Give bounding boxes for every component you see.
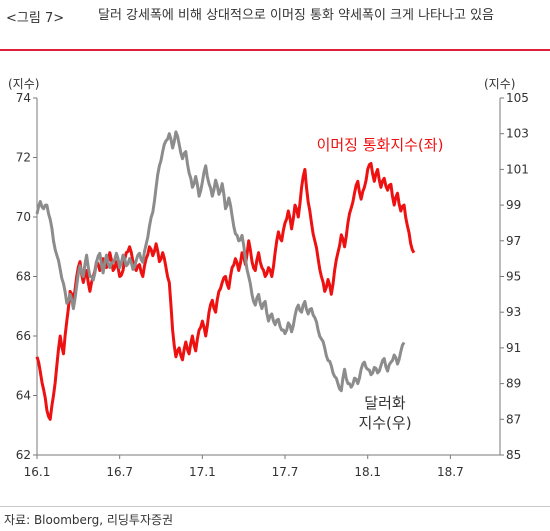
right-tick-label: 101 (506, 162, 529, 176)
x-tick-label: 16.1 (24, 465, 51, 479)
left-tick-label: 66 (16, 329, 31, 343)
emerging-series-label: 이머징 통화지수(좌) (317, 136, 444, 154)
right-tick-label: 91 (506, 341, 521, 355)
right-tick-label: 87 (506, 412, 521, 426)
dual-axis-line-chart: (지수) (지수)74727068666462105103101999795939… (8, 77, 529, 479)
left-tick-label: 64 (16, 389, 31, 403)
right-tick-label: 103 (506, 127, 529, 141)
dollar-series-label: 지수(우) (358, 414, 411, 432)
left-tick-label: 62 (16, 448, 31, 462)
dollar-index-line (35, 130, 406, 393)
x-tick-label: 17.7 (272, 465, 299, 479)
left-axis-unit-label: (지수) (8, 77, 39, 91)
right-tick-label: 85 (506, 448, 521, 462)
x-tick-label: 17.1 (189, 465, 216, 479)
right-tick-label: 97 (506, 234, 521, 248)
right-tick-label: 95 (506, 270, 521, 284)
figure-header: <그림 7> 달러 강세폭에 비해 상대적으로 이머징 통화 약세폭이 크게 나… (0, 0, 550, 52)
left-tick-label: 74 (16, 91, 31, 105)
right-axis-unit-label: (지수) (484, 77, 515, 91)
emerging-currency-index-line (35, 162, 416, 421)
right-tick-label: 99 (506, 198, 521, 212)
dollar-series-label: 달러화 (364, 394, 406, 412)
right-tick-label: 93 (506, 305, 521, 319)
x-tick-label: 18.1 (354, 465, 381, 479)
left-tick-label: 68 (16, 270, 31, 284)
header-rule (0, 49, 550, 51)
right-tick-label: 89 (506, 377, 521, 391)
figure-label: <그림 7> (6, 11, 65, 26)
left-tick-label: 72 (16, 151, 31, 165)
left-tick-label: 70 (16, 210, 31, 224)
x-tick-label: 18.7 (437, 465, 464, 479)
right-tick-label: 105 (506, 91, 529, 105)
x-tick-label: 16.7 (106, 465, 133, 479)
figure-title: 달러 강세폭에 비해 상대적으로 이머징 통화 약세폭이 크게 나타나고 있음 (98, 8, 494, 23)
footer-rule (0, 506, 550, 507)
figure-source: 자료: Bloomberg, 리딩투자증권 (4, 513, 174, 527)
